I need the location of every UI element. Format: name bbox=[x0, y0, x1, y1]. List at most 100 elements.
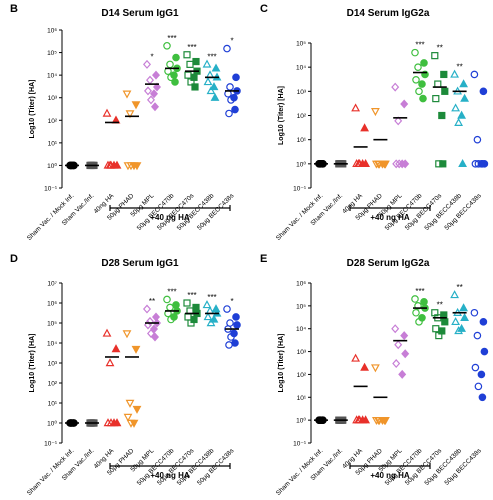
data-point bbox=[470, 70, 479, 79]
data-point bbox=[479, 318, 488, 326]
data-point bbox=[232, 313, 240, 321]
chart-panel-d: D D28 Serum IgG1 10⁻¹ 10⁰ 10¹ 10² 10³ 10⁴ 10⁵ 10⁶… bbox=[10, 253, 241, 497]
data-point bbox=[206, 318, 216, 327]
data-point bbox=[411, 48, 419, 57]
data-point bbox=[102, 108, 112, 117]
data-point bbox=[473, 135, 482, 144]
y-tick-label: 10⁻¹ bbox=[293, 441, 307, 448]
data-point bbox=[111, 344, 121, 353]
data-point bbox=[477, 370, 486, 379]
data-point bbox=[223, 305, 231, 313]
data-point bbox=[203, 77, 213, 86]
data-point bbox=[231, 105, 239, 114]
y-tick-label: 10⁵ bbox=[296, 303, 306, 310]
y-tick-label: 10⁶ bbox=[47, 301, 57, 308]
data-point bbox=[131, 345, 141, 354]
data-point bbox=[209, 82, 219, 91]
y-tick-label: 10⁵ bbox=[47, 321, 57, 328]
data-point bbox=[105, 358, 115, 367]
y-axis-title: Log10 (Titer) [HA] bbox=[278, 86, 285, 145]
data-point bbox=[163, 41, 171, 50]
data-point bbox=[166, 60, 174, 69]
data-point bbox=[227, 333, 235, 341]
data-point bbox=[211, 63, 221, 72]
data-point bbox=[202, 59, 212, 68]
data-point bbox=[223, 44, 231, 53]
y-tick-label: 10⁰ bbox=[47, 420, 57, 428]
data-point bbox=[418, 80, 426, 88]
data-point bbox=[183, 299, 191, 307]
data-point bbox=[460, 93, 470, 102]
chart-panel-c: C D14 Serum IgG2a 10⁻¹ 10⁰ 10¹ 10² 10³ 10⁴ 10⁵ Lo… bbox=[260, 3, 489, 242]
bracket-label: +40 ng HA bbox=[370, 213, 410, 222]
y-axis-title: Log10 (Titer) [HA] bbox=[29, 334, 36, 393]
bracket-label: +40 ng HA bbox=[150, 213, 190, 222]
data-point bbox=[415, 318, 423, 326]
data-point bbox=[441, 87, 449, 95]
data-point bbox=[454, 117, 464, 126]
y-tick-label: 10⁴ bbox=[296, 326, 306, 333]
x-category-label: 50μg BECC438s bbox=[196, 192, 236, 232]
data-point bbox=[192, 303, 200, 312]
data-point bbox=[172, 53, 180, 62]
data-point bbox=[142, 59, 152, 69]
data-point bbox=[163, 295, 171, 304]
panel-letter: D bbox=[10, 253, 18, 265]
y-axis-title: Log10 (Titer) [HA] bbox=[29, 80, 36, 139]
data-point bbox=[454, 326, 464, 335]
y-tick-label: 10⁶ bbox=[296, 281, 306, 288]
data-point bbox=[351, 353, 361, 362]
y-tick-label: 10⁵ bbox=[296, 41, 306, 48]
data-point bbox=[459, 79, 469, 88]
data-point bbox=[420, 59, 428, 67]
significance-marker: *** bbox=[207, 52, 216, 61]
significance-marker: ** bbox=[437, 44, 443, 53]
data-point bbox=[434, 80, 442, 88]
significance-marker: * bbox=[230, 297, 233, 306]
data-point bbox=[184, 313, 192, 321]
data-point bbox=[167, 315, 175, 324]
data-point bbox=[480, 347, 489, 356]
data-point bbox=[355, 158, 365, 168]
data-point bbox=[202, 300, 212, 309]
data-point bbox=[474, 382, 483, 391]
data-point bbox=[374, 416, 384, 425]
data-point bbox=[152, 82, 162, 92]
data-point bbox=[431, 52, 439, 60]
data-point bbox=[470, 308, 479, 317]
data-point bbox=[146, 95, 156, 105]
chart-panel-e: E D28 Serum IgG2a 10⁻¹ 10⁰ 10¹ 10² 10³ 10⁴ 10⁵ 10… bbox=[260, 253, 489, 497]
y-tick-label: 10⁷ bbox=[47, 281, 57, 288]
data-point bbox=[145, 75, 155, 85]
data-point bbox=[435, 331, 443, 340]
data-point bbox=[187, 319, 195, 327]
chart-title: D28 Serum IgG1 bbox=[101, 258, 179, 269]
data-point bbox=[132, 405, 142, 414]
data-point bbox=[419, 94, 427, 103]
data-point bbox=[183, 51, 191, 59]
data-point bbox=[459, 303, 469, 312]
chart-title: D28 Serum IgG2a bbox=[347, 258, 430, 269]
data-point bbox=[478, 160, 487, 168]
data-point bbox=[150, 102, 160, 112]
data-point bbox=[122, 330, 132, 339]
y-tick-label: 10³ bbox=[48, 95, 58, 102]
y-tick-label: 10⁻¹ bbox=[293, 186, 307, 193]
data-point bbox=[412, 308, 420, 317]
y-tick-label: 10⁴ bbox=[47, 341, 57, 348]
data-point bbox=[355, 415, 365, 424]
x-category-label: 50μg BECC438s bbox=[444, 192, 484, 232]
significance-marker: *** bbox=[207, 293, 216, 302]
data-point bbox=[441, 318, 449, 326]
significance-marker: * bbox=[150, 52, 153, 61]
y-tick-label: 10¹ bbox=[297, 137, 307, 144]
data-point bbox=[432, 325, 440, 333]
panel-letter: E bbox=[260, 253, 267, 265]
data-point bbox=[395, 159, 404, 169]
data-point bbox=[450, 69, 460, 78]
data-point bbox=[106, 160, 116, 169]
data-point bbox=[411, 295, 419, 303]
y-tick-label: 10⁻¹ bbox=[44, 186, 58, 193]
significance-marker: ** bbox=[149, 297, 155, 306]
